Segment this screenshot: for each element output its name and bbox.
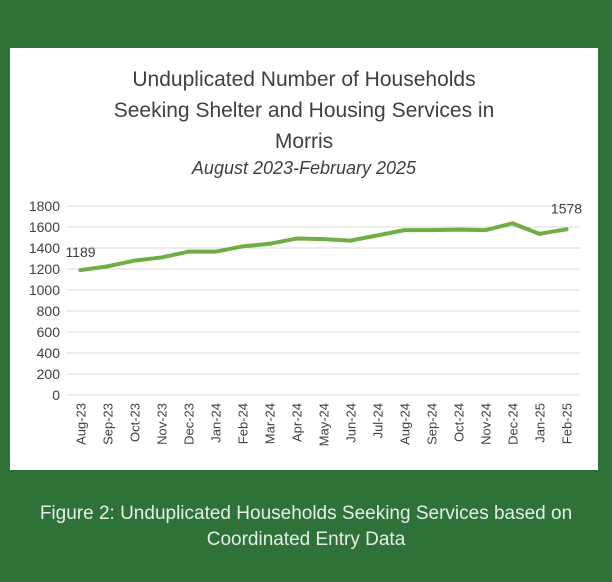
data-point [510,221,515,226]
x-tick-label: Nov-24 [479,403,494,445]
data-point [78,268,83,273]
data-point [159,255,164,260]
series-line [78,221,569,273]
x-tick-label: Apr-24 [290,403,305,442]
data-point [321,237,326,242]
x-tick-label: Sep-23 [101,403,116,445]
data-point [564,227,569,232]
data-point [429,228,434,233]
x-tick-label: Dec-24 [506,403,521,445]
data-point [105,264,110,269]
data-point [483,228,488,233]
line-chart: 0 200 400 600 800 1000 1200 1400 1600 1800 Aug-23 S… [29,198,582,446]
chart-subtitle: August 2023-February 2025 [191,158,417,178]
y-tick-label: 1800 [29,198,60,214]
data-point [375,233,380,238]
y-tick-label: 1000 [29,282,60,298]
y-tick-label: 800 [37,303,61,319]
x-tick-label: Jul-24 [371,403,386,438]
data-point [240,244,245,249]
y-tick-label: 600 [37,324,61,340]
chart-panel: Unduplicated Number of Households Seekin… [10,48,598,470]
x-tick-label: Feb-24 [236,403,251,444]
x-tick-label: Nov-23 [155,403,170,445]
x-tick-label: Sep-24 [425,403,440,445]
x-tick-label: Jan-25 [533,403,548,443]
x-tick-label: Oct-24 [452,403,467,442]
y-tick-label: 1200 [29,261,60,277]
data-point [294,236,299,241]
data-point [537,231,542,236]
y-tick-label: 200 [37,366,61,382]
x-tick-label: Oct-23 [128,403,143,442]
data-point [402,228,407,233]
x-tick-label: Dec-23 [182,403,197,445]
data-label-last: 1578 [551,200,582,216]
x-tick-label: May-24 [317,403,332,446]
data-point [132,258,137,263]
x-tick-label: Aug-24 [398,403,413,445]
data-point [186,249,191,254]
data-label-first: 1189 [65,244,95,260]
chart-title: Unduplicated Number of Households Seekin… [113,68,495,153]
x-tick-label: Jan-24 [209,403,224,443]
x-tick-label: Jun-24 [344,403,359,443]
data-point [267,241,272,246]
figure-caption: Figure 2: Unduplicated Households Seekin… [39,503,573,550]
data-point [213,249,218,254]
y-tick-label: 400 [37,345,61,361]
x-tick-label: Mar-24 [263,403,278,444]
y-tick-label: 1400 [29,240,60,256]
x-tick-label: Aug-23 [74,403,89,445]
x-tick-label: Feb-25 [560,403,575,444]
data-point [348,238,353,243]
y-tick-label: 0 [52,387,60,403]
y-tick-label: 1600 [29,219,60,235]
data-point [456,227,461,232]
